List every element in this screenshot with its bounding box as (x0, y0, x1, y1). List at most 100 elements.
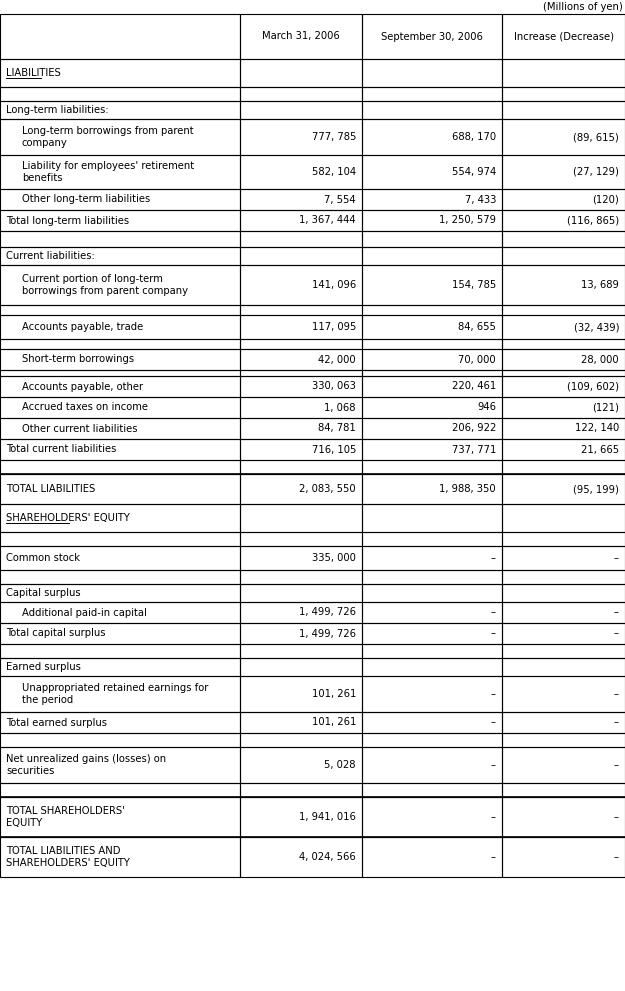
Bar (502, 210, 625, 231)
Bar (240, 370, 362, 376)
Text: 4, 024, 566: 4, 024, 566 (299, 852, 356, 862)
Text: Total current liabilities: Total current liabilities (6, 445, 116, 455)
Bar (240, 623, 362, 644)
Bar (240, 747, 362, 783)
Bar (502, 783, 625, 797)
Bar (240, 101, 362, 119)
Bar (0, 231, 240, 247)
Bar (502, 797, 625, 837)
Text: 1, 367, 444: 1, 367, 444 (299, 215, 356, 226)
Text: 2, 083, 550: 2, 083, 550 (299, 484, 356, 494)
Bar (502, 747, 625, 783)
Bar (502, 439, 625, 460)
Text: (116, 865): (116, 865) (567, 215, 619, 226)
Bar (0, 265, 240, 305)
Text: TOTAL SHAREHOLDERS'
EQUITY: TOTAL SHAREHOLDERS' EQUITY (6, 806, 125, 828)
Bar (0, 370, 240, 376)
Bar (240, 14, 362, 59)
Text: 101, 261: 101, 261 (312, 689, 356, 699)
Bar (240, 602, 362, 623)
Text: 1, 499, 726: 1, 499, 726 (299, 607, 356, 617)
Bar (502, 247, 625, 265)
Text: Current liabilities:: Current liabilities: (6, 251, 95, 261)
Bar (0, 602, 240, 623)
Text: 335, 000: 335, 000 (312, 553, 356, 563)
Bar (0, 418, 240, 439)
Bar (0, 460, 240, 474)
Bar (502, 658, 625, 676)
Bar (502, 837, 625, 877)
Text: 154, 785: 154, 785 (452, 280, 496, 290)
Bar (0, 658, 240, 676)
Text: 21, 665: 21, 665 (581, 445, 619, 455)
Text: Capital surplus: Capital surplus (6, 588, 81, 598)
Bar (362, 546, 502, 570)
Text: Long-term liabilities:: Long-term liabilities: (6, 105, 109, 115)
Text: 737, 771: 737, 771 (452, 445, 496, 455)
Bar (0, 733, 240, 747)
Bar (502, 418, 625, 439)
Text: 7, 433: 7, 433 (464, 194, 496, 204)
Bar (362, 439, 502, 460)
Bar (362, 376, 502, 397)
Text: 777, 785: 777, 785 (312, 132, 356, 142)
Bar (240, 460, 362, 474)
Text: –: – (614, 689, 619, 699)
Text: 206, 922: 206, 922 (452, 423, 496, 433)
Bar (362, 418, 502, 439)
Bar (240, 376, 362, 397)
Bar (240, 339, 362, 349)
Bar (362, 155, 502, 189)
Bar (240, 189, 362, 210)
Bar (502, 59, 625, 87)
Bar (362, 59, 502, 87)
Bar (502, 733, 625, 747)
Text: 688, 170: 688, 170 (452, 132, 496, 142)
Bar (240, 504, 362, 532)
Bar (240, 584, 362, 602)
Bar (240, 305, 362, 315)
Bar (362, 339, 502, 349)
Text: Earned surplus: Earned surplus (6, 662, 81, 672)
Bar (0, 676, 240, 712)
Text: 1, 499, 726: 1, 499, 726 (299, 628, 356, 638)
Text: Accounts payable, other: Accounts payable, other (22, 382, 143, 391)
Bar (362, 474, 502, 504)
Bar (362, 247, 502, 265)
Text: –: – (614, 852, 619, 862)
Bar (362, 602, 502, 623)
Bar (0, 376, 240, 397)
Bar (0, 546, 240, 570)
Text: Other current liabilities: Other current liabilities (22, 423, 138, 433)
Bar (502, 305, 625, 315)
Bar (502, 189, 625, 210)
Bar (362, 265, 502, 305)
Bar (0, 712, 240, 733)
Text: –: – (614, 760, 619, 770)
Text: Liability for employees' retirement
benefits: Liability for employees' retirement bene… (22, 161, 194, 183)
Bar (0, 247, 240, 265)
Bar (0, 623, 240, 644)
Bar (0, 210, 240, 231)
Text: 13, 689: 13, 689 (581, 280, 619, 290)
Text: 1, 988, 350: 1, 988, 350 (439, 484, 496, 494)
Text: TOTAL LIABILITIES AND
SHAREHOLDERS' EQUITY: TOTAL LIABILITIES AND SHAREHOLDERS' EQUI… (6, 846, 130, 868)
Bar (240, 418, 362, 439)
Bar (362, 305, 502, 315)
Bar (0, 747, 240, 783)
Text: Long-term borrowings from parent
company: Long-term borrowings from parent company (22, 126, 194, 148)
Bar (0, 837, 240, 877)
Text: (109, 602): (109, 602) (567, 382, 619, 391)
Text: 1, 941, 016: 1, 941, 016 (299, 812, 356, 822)
Text: 122, 140: 122, 140 (575, 423, 619, 433)
Bar (240, 644, 362, 658)
Text: Accrued taxes on income: Accrued taxes on income (22, 402, 148, 412)
Bar (502, 231, 625, 247)
Bar (502, 155, 625, 189)
Bar (240, 247, 362, 265)
Bar (240, 349, 362, 370)
Text: (120): (120) (592, 194, 619, 204)
Bar (240, 397, 362, 418)
Bar (0, 155, 240, 189)
Bar (362, 658, 502, 676)
